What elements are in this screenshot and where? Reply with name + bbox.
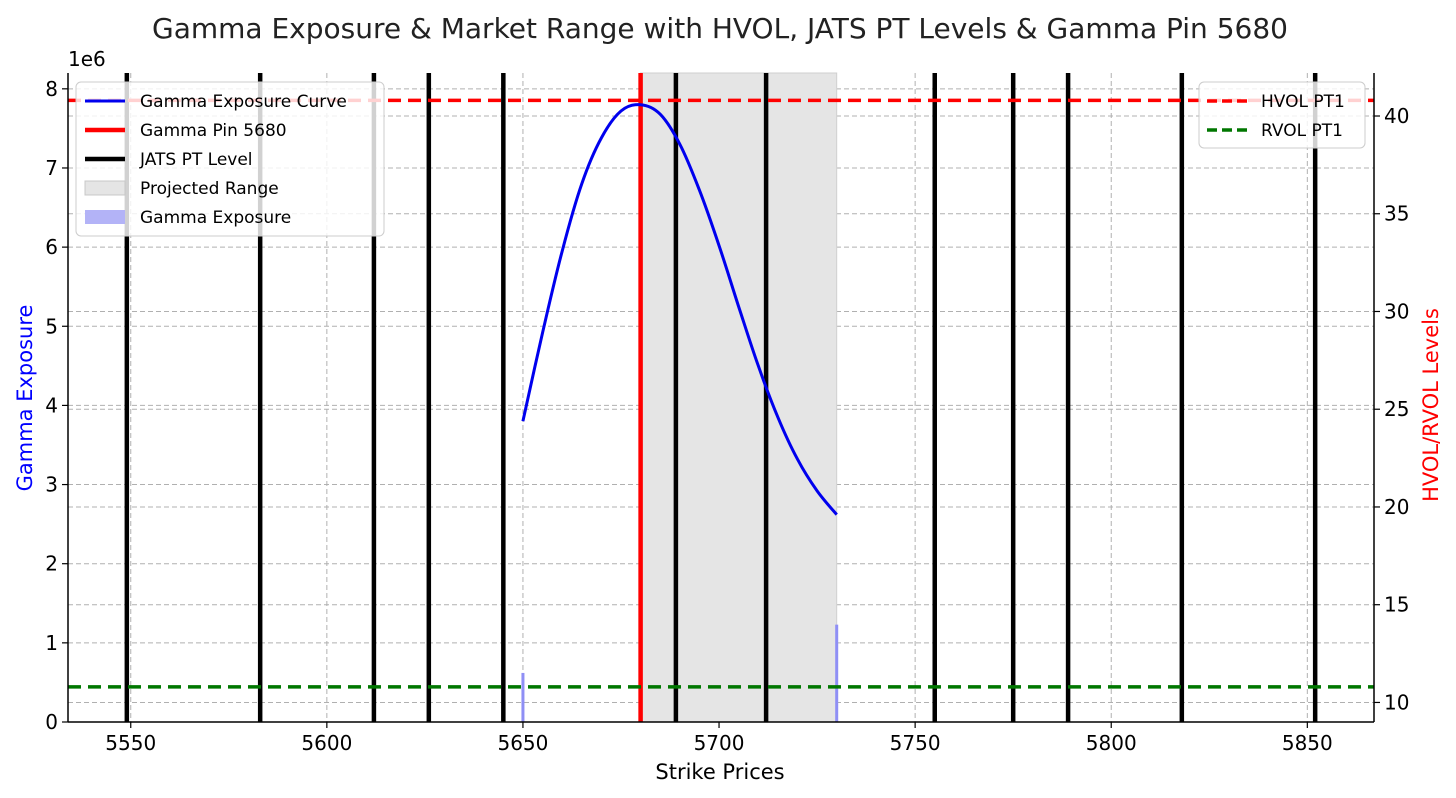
ticks-layer: 5550 5600 5650 5700 5750 5800 5850 0 1 2 3 4 5 6 7 8 10 1… bbox=[45, 77, 1409, 755]
y-right-tick-label: 25 bbox=[1384, 397, 1409, 421]
bars-layer bbox=[521, 624, 839, 722]
y-left-tick-label: 3 bbox=[45, 473, 58, 497]
legend-swatch-range bbox=[84, 180, 126, 196]
legend-label-jats: JATS PT Level bbox=[139, 150, 253, 170]
gamma-exposure-bar bbox=[835, 624, 839, 722]
y-left-tick-label: 0 bbox=[45, 710, 58, 734]
x-tick-label: 5650 bbox=[497, 731, 548, 755]
range-layer bbox=[640, 72, 838, 723]
legend-label-bars: Gamma Exposure bbox=[140, 208, 291, 228]
vol-layer bbox=[68, 98, 1374, 689]
y-right-tick-label: 15 bbox=[1384, 593, 1409, 617]
axes-layer bbox=[67, 73, 1375, 723]
curve-layer bbox=[521, 103, 838, 516]
gamma-exposure-bar bbox=[521, 672, 525, 722]
y-axis-offset-label: 1e6 bbox=[68, 47, 106, 71]
legend-swatch-bars bbox=[85, 210, 125, 224]
y-right-tick-label: 30 bbox=[1384, 299, 1409, 323]
x-tick-label: 5550 bbox=[105, 731, 156, 755]
legend-left-box bbox=[75, 81, 385, 237]
gamma-exposure-curve bbox=[521, 103, 838, 516]
legend-label-pin: Gamma Pin 5680 bbox=[140, 121, 287, 141]
legend-right: HVOL PT1 RVOL PT1 bbox=[1198, 81, 1366, 149]
legend-label-hvol: HVOL PT1 bbox=[1261, 92, 1345, 112]
y-right-tick-label: 35 bbox=[1384, 202, 1409, 226]
legend-left: Gamma Exposure Curve Gamma Pin 5680 JATS P… bbox=[75, 81, 385, 237]
y-right-tick-label: 40 bbox=[1384, 104, 1409, 128]
x-tick-label: 5750 bbox=[890, 731, 941, 755]
y-left-tick-label: 2 bbox=[45, 552, 58, 576]
y-right-tick-label: 20 bbox=[1384, 495, 1409, 519]
legend-label-range: Projected Range bbox=[140, 179, 279, 199]
x-tick-label: 5700 bbox=[694, 731, 745, 755]
x-tick-label: 5850 bbox=[1282, 731, 1333, 755]
y-right-tick-label: 10 bbox=[1384, 690, 1409, 714]
y-axis-label-left: Gamma Exposure bbox=[13, 305, 37, 492]
y-left-tick-label: 5 bbox=[45, 314, 58, 338]
chart-title: Gamma Exposure & Market Range with HVOL,… bbox=[152, 12, 1288, 45]
y-axis-label-right: HVOL/RVOL Levels bbox=[1419, 308, 1443, 502]
y-left-tick-label: 4 bbox=[45, 393, 58, 417]
y-left-tick-label: 1 bbox=[45, 631, 58, 655]
x-tick-label: 5600 bbox=[301, 731, 352, 755]
jats-layer bbox=[124, 73, 1318, 722]
projected-range-band bbox=[640, 72, 838, 723]
legend-label-rvol: RVOL PT1 bbox=[1261, 121, 1343, 141]
x-tick-label: 5800 bbox=[1086, 731, 1137, 755]
y-left-tick-label: 6 bbox=[45, 235, 58, 259]
legend-label-curve: Gamma Exposure Curve bbox=[140, 92, 347, 112]
x-axis-label: Strike Prices bbox=[655, 760, 784, 784]
y-left-tick-label: 7 bbox=[45, 156, 58, 180]
y-left-tick-label: 8 bbox=[45, 77, 58, 101]
